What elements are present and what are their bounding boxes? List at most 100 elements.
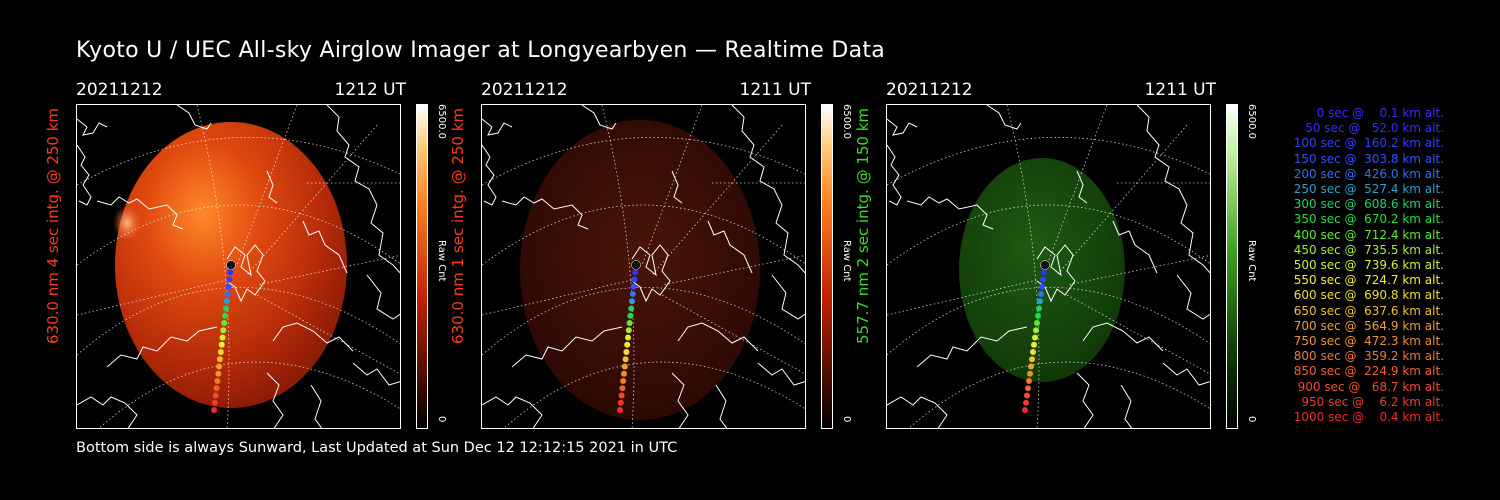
coastline	[1120, 384, 1133, 428]
trajectory-point	[1034, 320, 1040, 326]
panel-time: 1211 UT	[739, 80, 812, 100]
trajectory-point	[625, 327, 632, 334]
coastline	[771, 274, 805, 320]
trajectory-point	[1025, 385, 1031, 392]
coastline	[266, 170, 278, 204]
legend-entry: 250 sec @ 527.4 km alt.	[1293, 182, 1444, 197]
trajectory-point	[220, 327, 227, 334]
legend-entry: 450 sec @ 735.5 km alt.	[1293, 242, 1444, 257]
latlon-gridline	[77, 279, 228, 316]
coastline	[677, 322, 759, 352]
latlon-gridline	[887, 279, 1038, 316]
coastline	[77, 144, 92, 206]
coastline	[77, 118, 108, 136]
trajectory-point	[630, 283, 637, 290]
legend-entry: 50 sec @ 52.0 km alt.	[1305, 121, 1444, 136]
wavelength-label: 630.0 nm 4 sec intg. @ 250 km	[44, 107, 62, 344]
panel-3: 20211212 1211 UT 557.7 nm 2 sec intg. @ …	[854, 80, 1257, 430]
legend-entry: 200 sec @ 426.0 km alt.	[1293, 166, 1444, 181]
coastline	[1112, 220, 1158, 274]
airglow-disc	[520, 120, 760, 420]
coastline	[352, 362, 400, 386]
coastline	[1082, 322, 1164, 352]
latlon-gridline	[482, 136, 805, 186]
trajectory-point	[1037, 298, 1043, 305]
airglow-disc	[959, 158, 1125, 382]
coastline	[106, 326, 218, 368]
latlon-gridline	[503, 361, 805, 428]
legend-entry: 400 sec @ 712.4 km alt.	[1293, 227, 1444, 242]
colorbar	[416, 104, 428, 429]
coastline	[1176, 274, 1210, 320]
latlon-gridline	[641, 105, 703, 266]
colorbar-min: 0	[841, 416, 852, 423]
glow-spot	[113, 205, 141, 241]
latlon-gridline	[661, 255, 805, 286]
trajectory-point	[223, 298, 230, 305]
latlon-gridline	[1056, 124, 1188, 276]
coastline	[310, 384, 323, 428]
trajectory-point	[627, 312, 634, 319]
wavelength-label: 630.0 nm 1 sec intg. @ 250 km	[449, 107, 467, 344]
trajectory-point	[227, 269, 234, 276]
coastline	[482, 396, 543, 428]
coastline	[887, 118, 918, 136]
coastline	[77, 396, 138, 428]
footer-status: Bottom side is always Sunward, Last Upda…	[76, 440, 678, 456]
allsky-image	[886, 104, 1211, 429]
coastline	[887, 144, 902, 206]
trajectory-point	[1035, 312, 1041, 319]
coastline	[501, 196, 589, 230]
latlon-gridline	[246, 124, 378, 276]
trajectory-point	[1029, 356, 1035, 363]
trajectory-point	[625, 334, 631, 341]
trajectory-point	[214, 378, 221, 384]
trajectory-point	[224, 291, 231, 297]
panel-date: 20211212	[76, 80, 163, 100]
coastline	[366, 274, 400, 320]
trajectory-point	[1026, 378, 1032, 384]
latlon-gridline	[887, 204, 1210, 266]
latlon-gridline	[77, 136, 400, 186]
coastline	[266, 372, 284, 428]
trajectory-point	[618, 392, 625, 399]
trajectory-point	[212, 392, 219, 399]
latlon-gridline	[482, 279, 633, 316]
latlon-gridline	[1006, 105, 1040, 428]
trajectory-point	[216, 363, 223, 370]
latlon-gridline	[651, 124, 783, 276]
coastline	[272, 322, 354, 352]
trajectory-point	[631, 276, 638, 283]
trajectory-point	[624, 341, 631, 348]
coastline	[581, 105, 617, 130]
latlon-gridline	[77, 204, 400, 266]
trajectory-point	[1023, 399, 1029, 406]
trajectory-point	[1022, 407, 1028, 413]
legend-entry: 300 sec @ 608.6 km alt.	[1293, 197, 1444, 212]
coastline	[906, 196, 994, 230]
legend-entry: 150 sec @ 303.8 km alt.	[1293, 151, 1444, 166]
trajectory-point	[1032, 334, 1038, 341]
legend-entry: 800 sec @ 359.2 km alt.	[1293, 349, 1444, 364]
trajectory-point	[617, 399, 624, 406]
trajectory-point	[222, 305, 229, 312]
trajectory-point	[1030, 349, 1036, 355]
legend-entry: 1000 sec @ 0.4 km alt.	[1293, 410, 1444, 425]
trajectory-point	[629, 298, 635, 305]
trajectory-point	[222, 312, 229, 319]
legend-entry: 600 sec @ 690.8 km alt.	[1293, 288, 1444, 303]
trajectory-legend: 0 sec @ 0.1 km alt. 50 sec @ 52.0 km alt.…	[1250, 106, 1444, 425]
latlon-gridline	[1066, 255, 1210, 286]
coastline	[482, 144, 497, 206]
coastline	[1136, 105, 1210, 274]
coastline	[226, 244, 266, 303]
legend-entry: 0 sec @ 0.1 km alt.	[1316, 106, 1444, 120]
trajectory-point	[218, 341, 225, 348]
latlon-gridline	[887, 136, 1210, 186]
allsky-image	[481, 104, 806, 429]
panel-2: 20211212 1211 UT 630.0 nm 1 sec intg. @ …	[449, 80, 852, 430]
coastline	[887, 396, 948, 428]
coastline	[96, 196, 184, 230]
coastline	[757, 362, 805, 386]
legend-entry: 650 sec @ 637.6 km alt.	[1293, 303, 1444, 318]
